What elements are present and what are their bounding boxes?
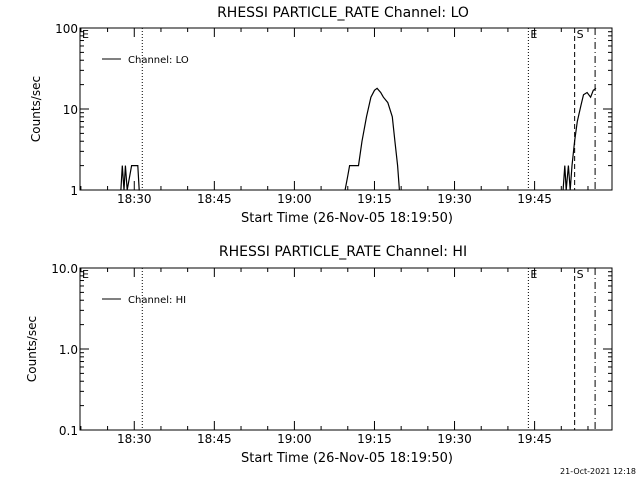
x-tick-label: 18:45 [197, 192, 232, 206]
x-tick-label: 18:45 [197, 432, 232, 446]
y-axis-label: Counts/sec [29, 76, 43, 142]
footer-timestamp: 21-Oct-2021 12:18 [560, 467, 636, 476]
y-tick-label: 100 [55, 22, 78, 36]
x-tick-label: 19:30 [437, 192, 472, 206]
series-line [344, 87, 400, 191]
chart-title: RHESSI PARTICLE_RATE Channel: HI [219, 244, 467, 260]
series-line [562, 87, 597, 191]
event-marker-label: E [530, 28, 537, 41]
chart-hi: RHESSI PARTICLE_RATE Channel: HI 0.1 1.0 10… [25, 244, 613, 466]
x-tick-label: 19:00 [277, 192, 312, 206]
x-axis-label: Start Time (26-Nov-05 18:19:50) [241, 451, 453, 466]
y-tick-label: 10 [63, 103, 78, 117]
event-marker-label: S [577, 28, 584, 41]
chart-lo: RHESSI PARTICLE_RATE Channel: LO 1 10 100 Co… [29, 5, 613, 226]
chart-title: RHESSI PARTICLE_RATE Channel: LO [217, 5, 469, 21]
x-tick-label: 19:15 [357, 432, 392, 446]
x-tick-label: 19:45 [517, 432, 552, 446]
x-tick-label: 19:45 [517, 192, 552, 206]
event-marker-label: E [530, 268, 537, 281]
legend-label: Channel: LO [128, 55, 189, 66]
event-marker-label: E [82, 268, 89, 281]
x-tick-label: 19:30 [437, 432, 472, 446]
y-tick-label: 1 [70, 184, 78, 198]
y-tick-label: 0.1 [59, 424, 78, 438]
event-marker-label: S [577, 268, 584, 281]
legend-label: Channel: HI [128, 295, 186, 306]
x-tick-label: 19:15 [357, 192, 392, 206]
y-tick-label: 10.0 [51, 262, 78, 276]
x-axis-label: Start Time (26-Nov-05 18:19:50) [241, 211, 453, 226]
x-tick-label: 19:00 [277, 432, 312, 446]
series-line [120, 165, 140, 191]
y-tick-label: 1.0 [59, 343, 78, 357]
x-tick-label: 18:30 [117, 432, 152, 446]
y-axis-label: Counts/sec [25, 316, 39, 382]
x-tick-label: 18:30 [117, 192, 152, 206]
event-marker-label: E [82, 28, 89, 41]
